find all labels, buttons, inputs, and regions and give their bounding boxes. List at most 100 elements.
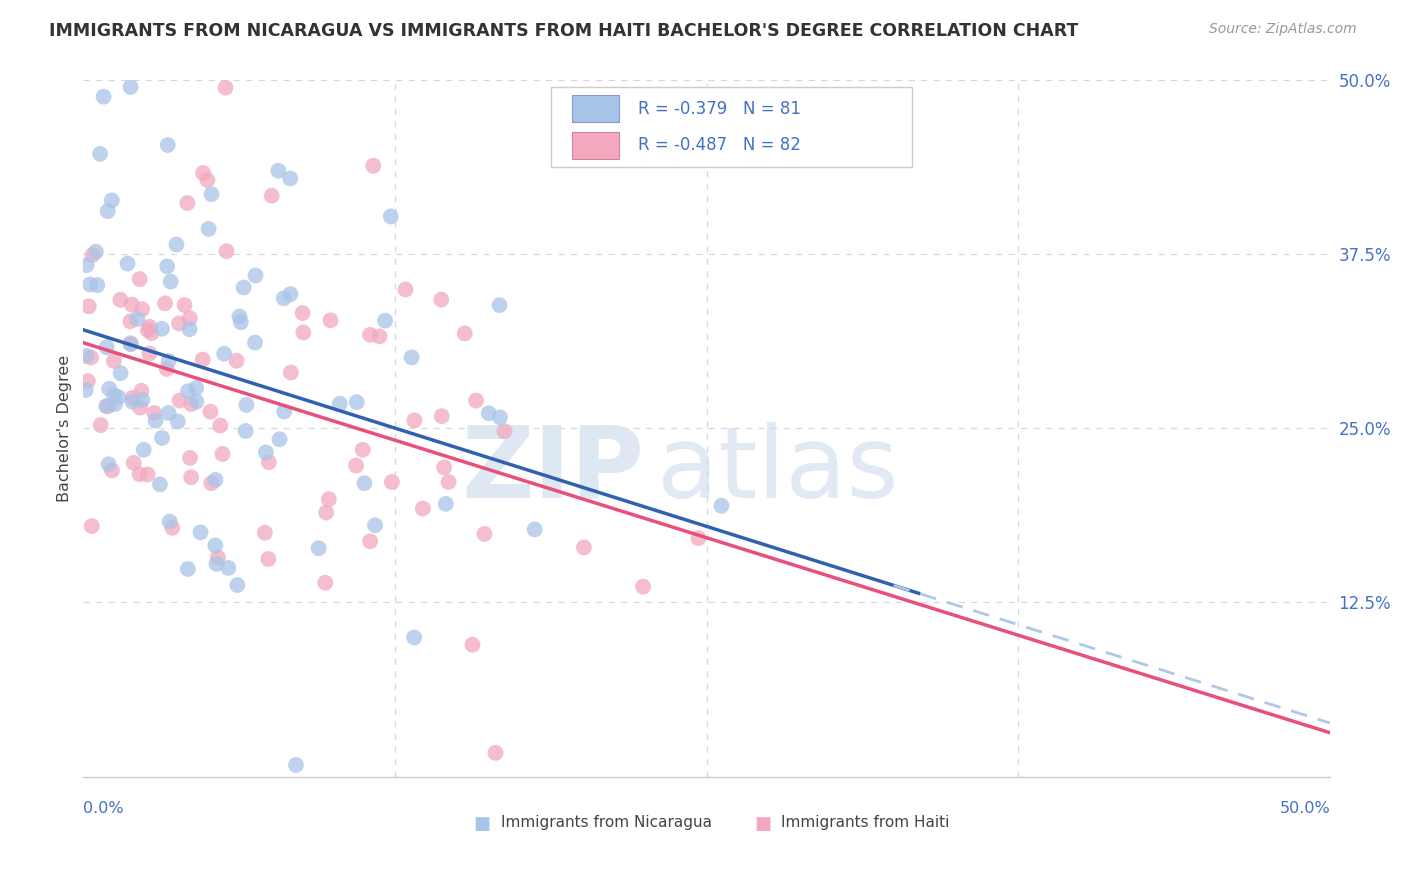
Point [380, 210, 402, 224]
Text: R = -0.379   N = 81: R = -0.379 N = 81 [638, 100, 801, 118]
Point [364, 518, 387, 533]
Point [159, 275, 181, 289]
Point [110, 366, 132, 380]
Point [308, 541, 330, 556]
Point [631, 580, 654, 594]
Point [77, 299, 100, 313]
Point [131, 302, 153, 317]
Point [82, 248, 104, 262]
Point [138, 346, 160, 360]
Point [157, 354, 180, 368]
Point [131, 392, 153, 407]
Point [318, 492, 340, 507]
Point [186, 381, 208, 395]
Point [120, 336, 142, 351]
Point [197, 222, 219, 236]
Point [572, 541, 595, 555]
Point [359, 327, 381, 342]
Point [484, 746, 506, 760]
Point [217, 561, 239, 575]
Point [177, 562, 200, 576]
Point [211, 447, 233, 461]
Point [291, 306, 314, 320]
Point [103, 388, 125, 402]
Point [84, 244, 107, 259]
Point [273, 404, 295, 418]
Point [120, 337, 142, 351]
FancyBboxPatch shape [572, 132, 620, 159]
Text: atlas: atlas [657, 422, 898, 518]
Point [368, 329, 391, 343]
Point [394, 283, 416, 297]
Point [200, 187, 222, 202]
Point [98, 382, 121, 396]
Point [180, 470, 202, 484]
Point [80, 519, 103, 533]
Point [180, 397, 202, 411]
Point [177, 384, 200, 399]
Text: ZIP: ZIP [461, 422, 644, 518]
Text: ■: ■ [474, 815, 491, 833]
Point [352, 442, 374, 457]
Point [260, 188, 283, 202]
Point [430, 409, 453, 424]
Point [128, 467, 150, 482]
Point [478, 406, 501, 420]
Point [127, 312, 149, 326]
Point [197, 173, 219, 187]
Point [122, 456, 145, 470]
Point [132, 442, 155, 457]
Point [433, 460, 456, 475]
Point [214, 80, 236, 95]
Text: Immigrants from Nicaragua: Immigrants from Nicaragua [501, 815, 711, 830]
Point [267, 163, 290, 178]
Point [166, 415, 188, 429]
Point [156, 362, 179, 376]
Point [292, 326, 315, 340]
Point [404, 413, 426, 427]
Point [284, 758, 307, 772]
Point [169, 393, 191, 408]
Point [710, 499, 733, 513]
Point [344, 458, 367, 473]
Point [75, 383, 97, 397]
Point [179, 311, 201, 326]
Point [121, 391, 143, 405]
Point [226, 578, 249, 592]
Point [329, 397, 352, 411]
Point [76, 258, 98, 272]
Point [361, 159, 384, 173]
Point [204, 473, 226, 487]
Point [215, 244, 238, 259]
Point [159, 515, 181, 529]
Point [97, 204, 120, 219]
Point [412, 501, 434, 516]
Point [280, 287, 302, 301]
Point [346, 395, 368, 409]
Point [79, 277, 101, 292]
Point [93, 89, 115, 103]
Point [167, 317, 190, 331]
Point [269, 432, 291, 446]
Point [120, 79, 142, 94]
Point [117, 256, 139, 270]
Point [157, 406, 180, 420]
Point [359, 534, 381, 549]
Point [374, 313, 396, 327]
Point [494, 424, 516, 438]
Point [128, 272, 150, 286]
Point [200, 476, 222, 491]
Text: IMMIGRANTS FROM NICARAGUA VS IMMIGRANTS FROM HAITI BACHELOR'S DEGREE CORRELATION: IMMIGRANTS FROM NICARAGUA VS IMMIGRANTS … [49, 22, 1078, 40]
Point [129, 401, 152, 415]
Point [235, 424, 257, 438]
Point [75, 349, 97, 363]
Point [80, 351, 103, 365]
Point [190, 525, 212, 540]
Point [103, 354, 125, 368]
Point [191, 166, 214, 180]
Point [89, 146, 111, 161]
Point [688, 531, 710, 545]
Point [120, 314, 142, 328]
Point [401, 351, 423, 365]
FancyBboxPatch shape [551, 87, 912, 167]
